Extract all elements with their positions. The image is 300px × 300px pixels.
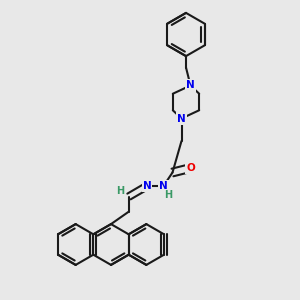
- Text: O: O: [186, 163, 195, 173]
- Text: H: H: [164, 190, 172, 200]
- Text: N: N: [177, 113, 186, 124]
- Text: H: H: [116, 185, 124, 196]
- Text: N: N: [142, 181, 152, 191]
- Text: N: N: [159, 181, 168, 191]
- Text: N: N: [186, 80, 195, 91]
